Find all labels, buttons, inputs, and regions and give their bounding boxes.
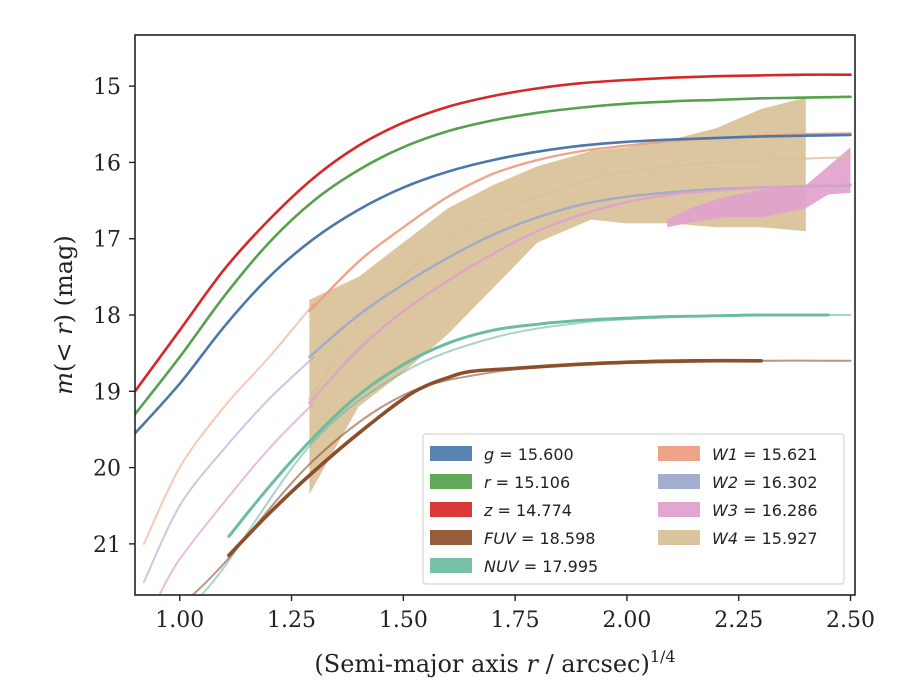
band-w3	[667, 147, 851, 228]
y-tick-label: 15	[93, 75, 121, 100]
y-tick-label: 16	[93, 151, 121, 176]
y-tick-label: 17	[93, 228, 121, 253]
x-tick-label: 1.50	[379, 608, 428, 633]
x-tick-label: 2.25	[714, 608, 763, 633]
legend-label-z: z = 14.774	[483, 501, 572, 520]
legend-label-w4: W4 = 15.927	[712, 529, 818, 548]
legend-box	[422, 433, 845, 585]
y-tick-label: 20	[93, 457, 121, 482]
series-line-g	[135, 133, 852, 435]
series-layer	[135, 73, 852, 595]
x-axis-label-unit: / arcsec)	[538, 650, 650, 678]
legend-swatch-z	[430, 502, 472, 517]
legend-label-w2: W2 = 16.302	[712, 473, 818, 492]
legend-swatch-w3	[658, 502, 700, 517]
x-tick-label: 2.00	[602, 608, 651, 633]
legend-label-w3: W3 = 16.286	[712, 501, 818, 520]
series-line-w3-ext	[158, 401, 315, 595]
y-tick-label: 19	[93, 380, 121, 405]
band-w4	[309, 97, 806, 495]
plot-frame	[134, 34, 856, 596]
svg-text:m(< r) (mag): m(< r) (mag)	[50, 235, 78, 395]
legend-swatch-r	[430, 474, 472, 489]
series-line-r	[135, 95, 852, 416]
legend-swatch-fuv	[430, 530, 472, 545]
series-line-w1-ext	[142, 302, 315, 545]
series-line-w3	[308, 183, 852, 404]
legend-label-w1: W1 = 15.621	[712, 445, 818, 464]
x-tick-label: 1.00	[155, 608, 204, 633]
legend-swatch-w4	[658, 530, 700, 545]
legend-swatch-w2	[658, 474, 700, 489]
series-line-w2-ext	[142, 356, 315, 583]
ticks-layer: 1.00 1.25 1.50 1.75 2.00 2.25 2.50 15 16 17 18 19 20…	[93, 75, 875, 633]
y-tick-label: 18	[93, 304, 121, 329]
series-line-fuv	[227, 358, 763, 558]
y-axis-label: m(< r) (mag)	[50, 235, 78, 395]
x-axis-label: (Semi-major axis r / arcsec)1/4	[314, 647, 675, 678]
series-line-nuv	[227, 313, 830, 538]
legend-label-r: r = 15.106	[484, 473, 570, 492]
series-line-w4	[308, 156, 852, 400]
x-tick-label: 1.75	[491, 608, 540, 633]
x-tick-label: 1.25	[267, 608, 316, 633]
x-axis-label-main: (Semi-major axis	[314, 650, 526, 678]
legend-swatch-w1	[658, 446, 700, 461]
legend: g = 15.600 r = 15.106 z = 14.774 FUV = 18.5…	[422, 433, 845, 585]
bands-layer	[309, 97, 851, 495]
legend-label-g: g = 15.600	[484, 445, 574, 464]
series-line-z	[135, 73, 852, 393]
svg-text:(Semi-major axis r / arcsec)1/: (Semi-major axis r / arcsec)1/4	[314, 647, 675, 678]
legend-label-nuv: NUV = 17.995	[484, 557, 598, 576]
legend-label-fuv: FUV = 18.598	[484, 529, 595, 548]
x-tick-label: 2.50	[826, 608, 875, 633]
y-tick-label: 21	[93, 533, 121, 558]
legend-swatch-g	[430, 446, 472, 461]
x-axis-label-var: r	[526, 650, 539, 678]
legend-swatch-nuv	[430, 558, 472, 573]
x-axis-label-exp: 1/4	[650, 647, 676, 666]
